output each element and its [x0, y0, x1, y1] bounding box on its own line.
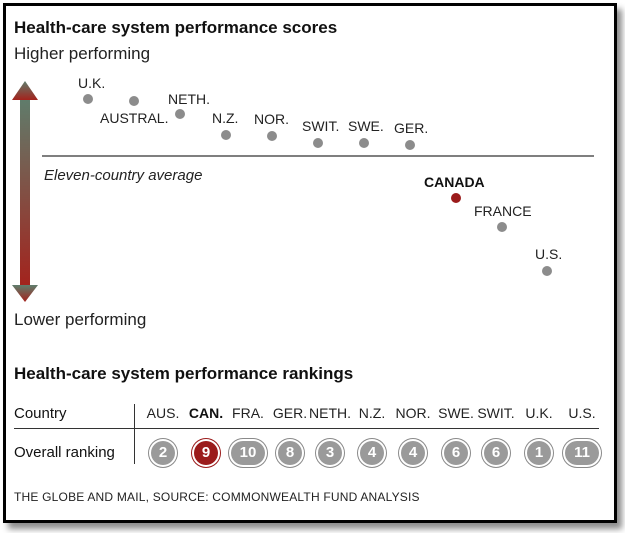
rank-badge-swe: 6: [444, 441, 468, 465]
source-footer: THE GLOBE AND MAIL, SOURCE: COMMONWEALTH…: [14, 490, 420, 504]
country-swe: SWE.: [438, 405, 474, 421]
point-label-canada: CANADA: [424, 174, 485, 190]
average-label: Eleven-country average: [44, 167, 202, 184]
point-canada: [451, 193, 461, 203]
point-label-swit: SWIT.: [302, 118, 339, 134]
rank-badge-neth: 3: [318, 441, 342, 465]
point-uk: [83, 94, 93, 104]
point-neth: [175, 109, 185, 119]
point-france: [497, 222, 507, 232]
point-label-us: U.S.: [535, 246, 562, 262]
point-label-swe: SWE.: [348, 118, 384, 134]
point-label-nor: NOR.: [254, 111, 289, 127]
rank-badge-us: 11: [565, 441, 599, 465]
ranking-header: Overall ranking: [14, 444, 115, 461]
rank-badge-aus: 2: [151, 441, 175, 465]
point-austral: [129, 96, 139, 106]
rank-badge-swit: 6: [484, 441, 508, 465]
country-us: U.S.: [568, 405, 596, 421]
point-label-france: FRANCE: [474, 203, 532, 219]
scores-title: Health-care system performance scores: [14, 18, 338, 37]
point-label-austral: AUSTRAL.: [100, 110, 168, 126]
country-swit: SWIT.: [477, 405, 515, 421]
rankings-title: Health-care system performance rankings: [14, 364, 354, 383]
rank-badge-fra: 10: [231, 441, 265, 465]
point-label-ger: GER.: [394, 120, 428, 136]
infographic-frame: [3, 3, 617, 523]
country-aus: AUS.: [146, 405, 180, 421]
rank-badge-nz: 4: [360, 441, 384, 465]
rank-badge-nor: 4: [401, 441, 425, 465]
rank-badge-can: 9: [194, 441, 218, 465]
scores-plot: Eleven-country average U.K. AUSTRAL.NETH.…: [12, 75, 594, 302]
point-swe: [359, 138, 369, 148]
point-label-uk: U.K.: [78, 75, 105, 91]
country-neth: NETH.: [309, 405, 351, 421]
rank-badge-ger: 8: [278, 441, 302, 465]
country-header: Country: [14, 405, 67, 422]
country-ger: GER.: [272, 405, 308, 421]
point-us: [542, 266, 552, 276]
point-nz: [221, 130, 231, 140]
country-can: CAN.: [188, 405, 224, 421]
country-fra: FRA.: [232, 405, 264, 421]
rank-badge-uk: 1: [527, 441, 551, 465]
table-horizontal-divider: [14, 428, 599, 429]
country-uk: U.K.: [525, 405, 553, 421]
point-swit: [313, 138, 323, 148]
point-label-neth: NETH.: [168, 91, 210, 107]
performance-arrow: [12, 81, 38, 302]
higher-performing-label: Higher performing: [14, 44, 151, 63]
lower-performing-label: Lower performing: [14, 310, 147, 329]
country-nz: N.Z.: [358, 405, 386, 421]
point-ger: [405, 140, 415, 150]
point-nor: [267, 131, 277, 141]
country-nor: NOR.: [395, 405, 431, 421]
table-vertical-divider: [134, 404, 135, 464]
points-layer: U.K. AUSTRAL.NETH.N.Z. NOR. SWIT. SWE. GER. CA…: [78, 75, 562, 276]
point-label-nz: N.Z.: [212, 110, 238, 126]
